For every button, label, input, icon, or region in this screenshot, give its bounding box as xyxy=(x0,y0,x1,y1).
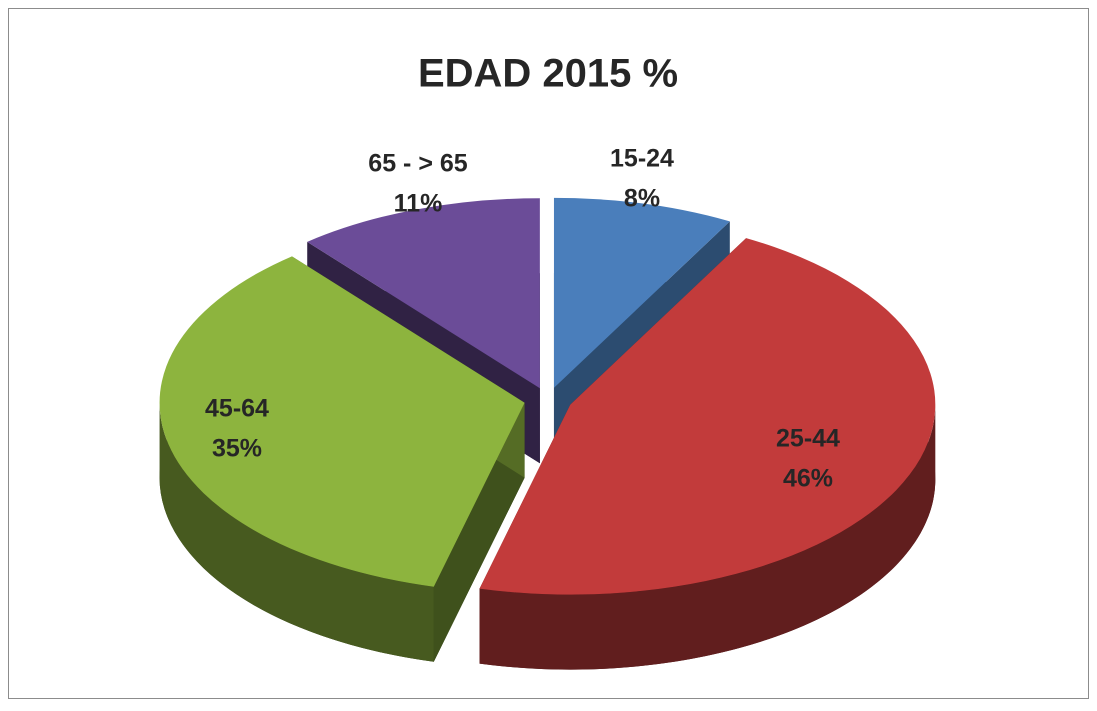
data-label-category: 25-44 xyxy=(776,425,840,453)
data-label-category: 65 - > 65 xyxy=(368,150,467,178)
data-label-category: 15-24 xyxy=(610,145,674,173)
slice-edge xyxy=(433,402,525,662)
pie-slice xyxy=(159,256,525,662)
slice-top xyxy=(159,256,525,587)
data-label-category: 45-64 xyxy=(205,395,269,423)
data-label-value: 11% xyxy=(394,190,443,218)
slice-top xyxy=(553,197,730,388)
chart-title: EDAD 2015 % xyxy=(418,52,678,96)
data-label-value: 35% xyxy=(212,435,262,463)
data-label-value: 46% xyxy=(783,465,833,493)
slice-top xyxy=(479,238,936,595)
slice-wall xyxy=(479,404,936,670)
slice-wall xyxy=(159,402,434,662)
slice-top xyxy=(307,198,540,389)
data-label-value: 8% xyxy=(624,185,660,213)
pie-slice xyxy=(479,238,936,670)
